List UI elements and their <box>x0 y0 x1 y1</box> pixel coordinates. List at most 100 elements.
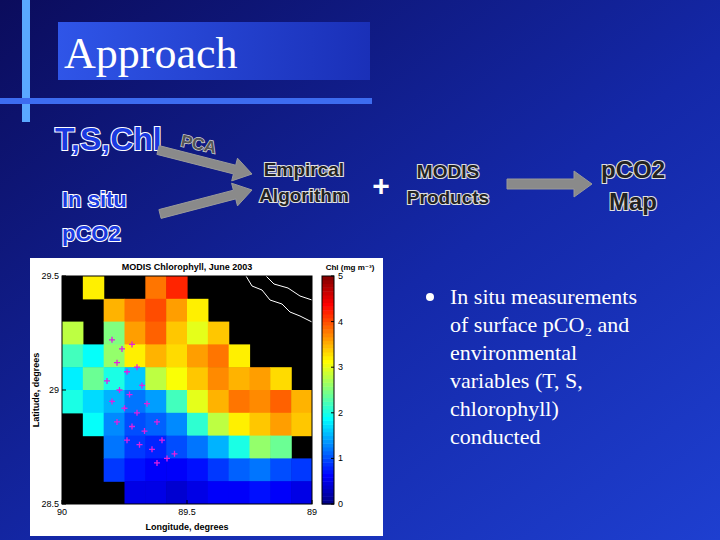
colorbar-swatch <box>322 443 334 447</box>
heat-cell <box>104 299 125 322</box>
heat-cell <box>270 367 291 390</box>
colorbar-swatch <box>322 390 334 394</box>
heat-cell <box>104 458 125 481</box>
heat-cell <box>187 322 208 345</box>
station-marker <box>117 387 123 393</box>
y-tick <box>62 390 66 391</box>
heat-cell <box>250 481 271 504</box>
heat-cell <box>166 322 187 345</box>
heat-cell <box>208 367 229 390</box>
heat-cell <box>62 344 83 367</box>
flow-edge-label: PCA <box>179 131 218 157</box>
colorbar-swatch <box>322 306 334 310</box>
flow-node-text: Algorithm <box>259 185 349 206</box>
heat-cell <box>187 390 208 413</box>
flow-node-text: Map <box>609 188 657 215</box>
colorbar-swatch <box>322 379 334 383</box>
station-marker <box>114 419 120 425</box>
heat-cell <box>104 367 125 390</box>
heat-cell <box>187 481 208 504</box>
figure-panel <box>30 258 383 536</box>
station-marker <box>154 419 160 425</box>
colorbar-swatch <box>322 382 334 386</box>
heat-cell <box>208 481 229 504</box>
plot-background <box>62 276 312 504</box>
colorbar-swatch <box>322 493 334 497</box>
station-marker <box>134 364 140 370</box>
heat-cell <box>104 344 125 367</box>
colorbar-swatch <box>322 367 334 371</box>
heat-cell <box>208 436 229 459</box>
station-marker <box>104 378 110 384</box>
heat-cell <box>145 344 166 367</box>
heat-cell <box>125 458 146 481</box>
station-marker <box>159 437 165 443</box>
station-marker <box>124 437 130 443</box>
flow-operator: + <box>372 169 390 202</box>
colorbar-swatch <box>322 474 334 478</box>
heat-cell <box>270 413 291 436</box>
colorbar-tick <box>331 276 334 277</box>
background <box>0 0 720 540</box>
heat-cell <box>208 344 229 367</box>
colorbar-swatch <box>322 356 334 360</box>
bullet-text: In situ measurements <box>450 284 637 309</box>
heat-cell <box>270 390 291 413</box>
colorbar-swatch <box>322 280 334 284</box>
heat-cell <box>250 413 271 436</box>
colorbar-swatch <box>322 303 334 307</box>
heat-cell <box>83 390 104 413</box>
station-marker <box>137 442 143 448</box>
heat-cell <box>187 413 208 436</box>
flow-arrow <box>507 171 592 197</box>
heat-cell <box>145 367 166 390</box>
colorbar-swatch <box>322 481 334 485</box>
colorbar-tick-label: 4 <box>338 317 343 327</box>
heat-cell <box>125 481 146 504</box>
flow-node-text: pCO2 <box>601 156 665 183</box>
heat-cell <box>187 458 208 481</box>
slide-title: Approach <box>64 29 238 78</box>
colorbar-tick <box>331 458 334 459</box>
colorbar-swatch <box>322 333 334 337</box>
colorbar-swatch <box>322 409 334 413</box>
heat-cell <box>125 390 146 413</box>
slide: ApproachT,S,ChlIn situpCO2EmpircalAlgori… <box>0 0 720 540</box>
colorbar-swatch <box>322 401 334 405</box>
heat-cell <box>229 344 250 367</box>
bullet-text: conducted <box>450 424 540 449</box>
heat-cell <box>145 299 166 322</box>
station-marker <box>164 455 170 461</box>
colorbar-swatch <box>322 371 334 375</box>
colorbar-swatch <box>322 436 334 440</box>
heat-cell <box>125 367 146 390</box>
bullet-text: chlorophyll) <box>450 396 559 421</box>
heat-cell <box>208 390 229 413</box>
deco-bar <box>0 98 372 104</box>
y-tick-label: 29.5 <box>41 271 59 281</box>
colorbar-swatch <box>322 485 334 489</box>
colorbar-swatch <box>322 322 334 326</box>
flow-node-text: T,S,Chl <box>55 121 162 157</box>
flow-node-text: MODIS <box>417 161 479 182</box>
heat-cell <box>62 322 83 345</box>
heat-cell <box>229 413 250 436</box>
bullet-text: variables (T, S, <box>450 368 583 393</box>
flow-node-text: In situ <box>62 187 127 212</box>
colorbar-tick-label: 3 <box>338 362 343 372</box>
heat-cell <box>166 299 187 322</box>
heat-cell <box>166 390 187 413</box>
heat-cell <box>270 481 291 504</box>
heat-cell <box>83 276 104 299</box>
heat-cell <box>104 413 125 436</box>
station-marker <box>129 423 135 429</box>
heat-cell <box>125 344 146 367</box>
heat-cell <box>104 436 125 459</box>
colorbar-tick <box>331 412 334 413</box>
heat-cell <box>83 413 104 436</box>
bullet-text: environmental <box>450 340 577 365</box>
colorbar-swatch <box>322 352 334 356</box>
colorbar-swatch <box>322 417 334 421</box>
title-box <box>58 22 370 80</box>
colorbar-swatch <box>322 496 334 500</box>
